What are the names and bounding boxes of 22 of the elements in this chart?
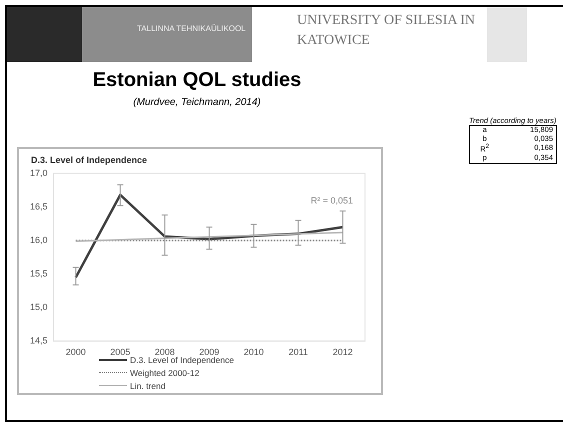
legend-label: D.3. Level of Independence	[130, 354, 234, 364]
legend-label: Weighted 2000-12	[130, 368, 200, 378]
x-tick-label: 2012	[332, 347, 353, 358]
y-tick-label: 15,5	[30, 268, 48, 279]
legend-label: Lin. trend	[130, 380, 166, 390]
x-tick-label: 2011	[288, 347, 308, 358]
y-tick-label: 14,5	[30, 336, 48, 346]
x-tick-label: 2010	[244, 347, 264, 358]
text: TALLINNA TEHNIKAÜLIKOOL	[137, 23, 246, 34]
y-tick-label: 15,0	[30, 302, 48, 312]
text: Estonian QOL studies	[92, 69, 302, 92]
text: UNIVERSITY OF SILESIA IN KATOWICE	[297, 12, 476, 50]
x-tick-label: 2008	[154, 347, 175, 358]
y-tick-label: 16,5	[30, 201, 48, 212]
x-tick-label: 2005	[110, 347, 130, 358]
x-tick-label: 2009	[199, 347, 220, 358]
text: (Murdvee, Teichmann, 2014)	[132, 97, 262, 108]
y-tick-label: 16,0	[30, 235, 48, 246]
annotation: R² = 0,051	[310, 195, 353, 206]
y-tick-label: 17,0	[30, 168, 48, 178]
chart-title: D.3. Level of Independence	[31, 155, 148, 165]
x-tick-label: 2000	[66, 347, 86, 358]
